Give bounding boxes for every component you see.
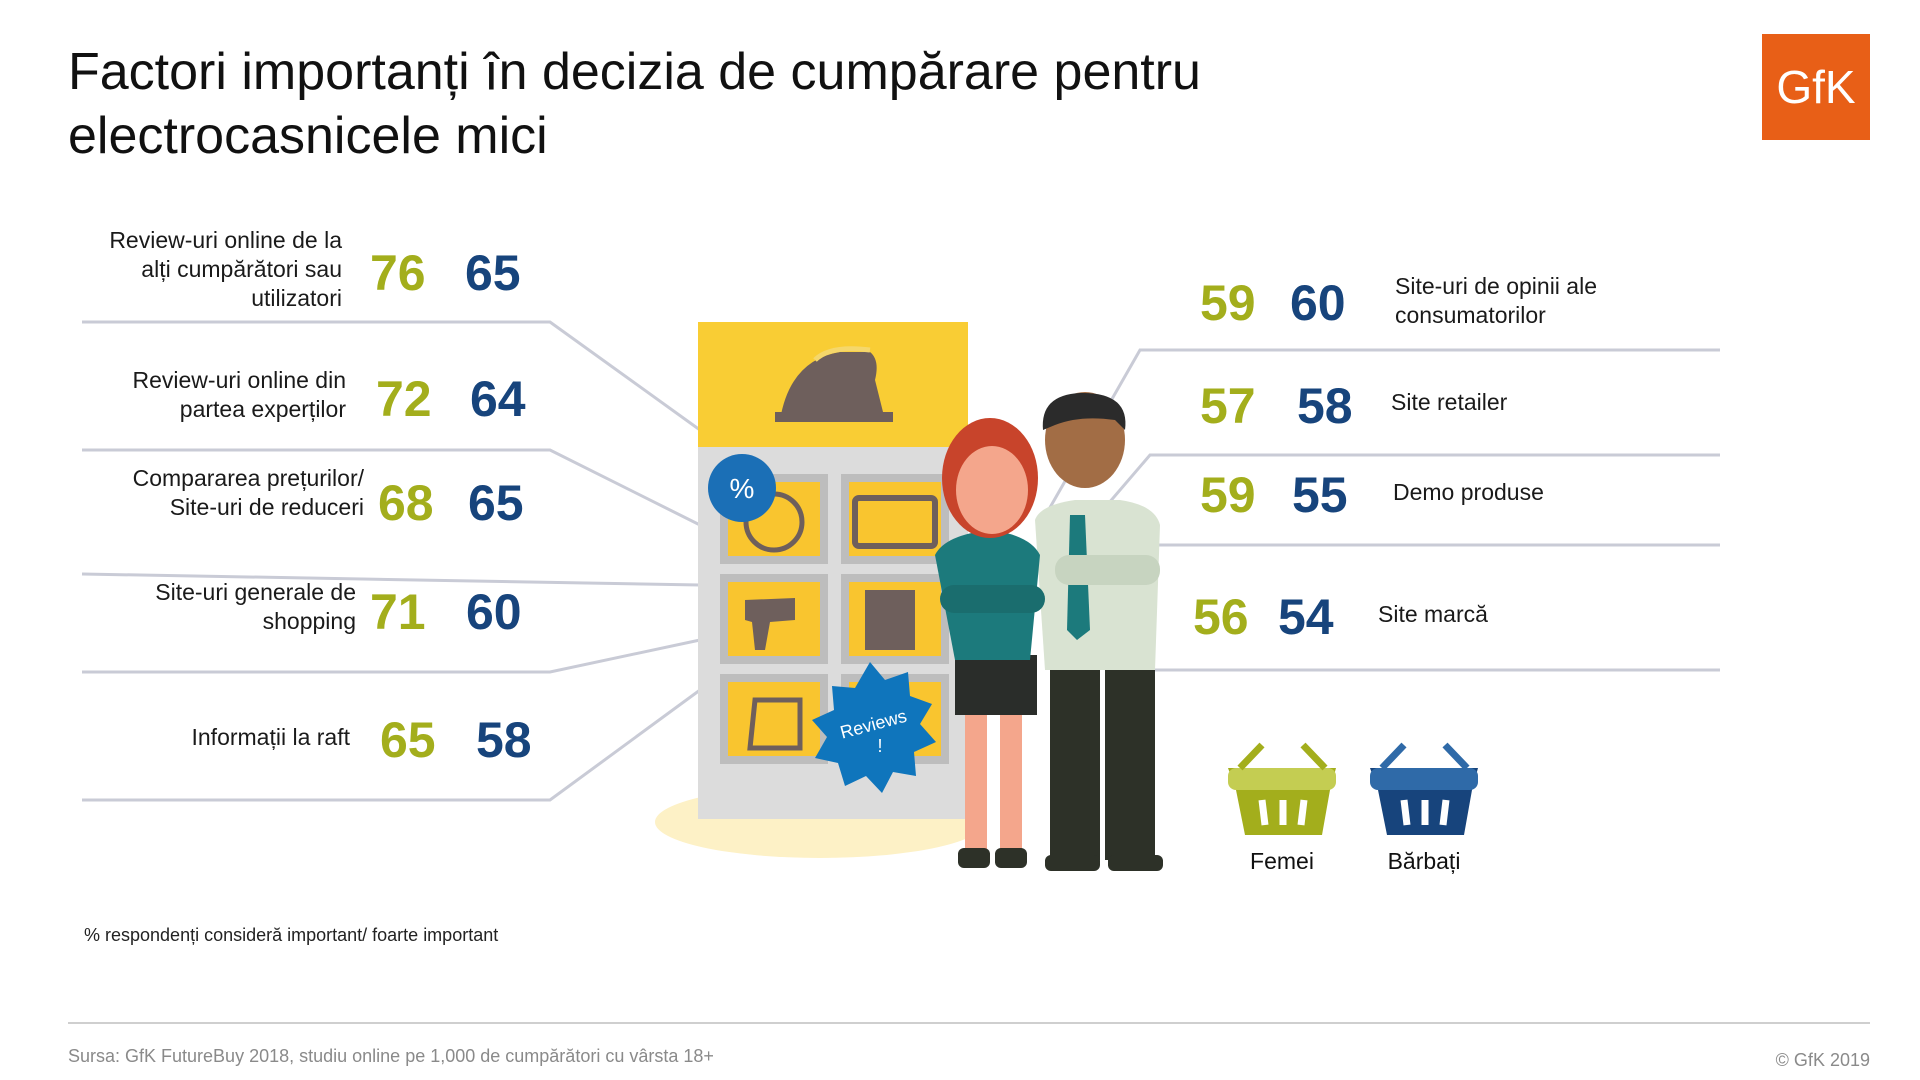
reviews-badge-mark: ! <box>877 736 882 756</box>
mixer-icon <box>747 697 803 751</box>
row-label: Site marcă <box>1378 600 1488 629</box>
women-value: 76 <box>370 245 426 301</box>
row-label: Review-uri online din partea experților <box>133 366 347 424</box>
row-label-line: Compararea prețurilor/ <box>132 465 364 491</box>
men-value: 58 <box>1297 378 1353 434</box>
page-title: Factori importanți în decizia de cumpăra… <box>68 43 1201 165</box>
row-label: Compararea prețurilor/Site-uri de reduce… <box>133 464 364 522</box>
copyright-text: © GfK 2019 <box>1775 1050 1870 1070</box>
connector-line <box>1038 348 1720 526</box>
row-label-line: Site-uri de opinii ale <box>1395 273 1598 299</box>
row-label-line: consumatorilor <box>1395 302 1546 328</box>
women-value: 72 <box>376 371 432 427</box>
row-label-line: Site-uri generale de <box>155 579 356 605</box>
appliance-icons <box>743 491 938 751</box>
women-value: 59 <box>1200 275 1256 331</box>
percent-badge-text: % <box>730 473 755 504</box>
chart-note: % respondenți consideră important/ foart… <box>84 925 499 945</box>
coffee-maker-icon <box>865 590 915 650</box>
row-label: Site retailer <box>1391 388 1507 417</box>
men-value: 65 <box>465 245 521 301</box>
shelf-unit: % Reviews ! <box>698 322 968 819</box>
percent-badge: % <box>708 454 776 522</box>
men-value: 55 <box>1292 467 1348 523</box>
connector-line <box>81 572 701 587</box>
connector-line <box>82 320 701 432</box>
iron-icon <box>775 346 893 422</box>
row-label: Informații la raft <box>192 723 351 752</box>
men-value: 64 <box>470 371 526 427</box>
man-figure <box>1035 392 1163 871</box>
row-label-line: Site-uri de reduceri <box>169 494 364 520</box>
row-label-line: Informații la raft <box>191 724 351 750</box>
row-label-line: utilizatori <box>251 285 342 311</box>
row-label-line: shopping <box>262 608 356 634</box>
row-label-line: Review-uri online din <box>132 367 347 393</box>
footer-divider <box>68 1022 1870 1024</box>
connector-line <box>82 638 701 674</box>
row-label-line: Review-uri online de la <box>109 227 342 253</box>
row-label-line: Site retailer <box>1391 389 1508 415</box>
women-value: 71 <box>370 584 426 640</box>
connector-line <box>82 448 701 527</box>
row-label-line: Site marcă <box>1378 601 1488 627</box>
men-value: 60 <box>1290 275 1346 331</box>
connector-line <box>82 688 701 802</box>
hairdryer-icon <box>745 598 795 650</box>
men-value: 65 <box>468 475 524 531</box>
men-value: 54 <box>1278 589 1334 645</box>
legend-men-label: Bărbați <box>1387 848 1461 874</box>
row-label: Review-uri online de la alți cumpărători … <box>109 226 342 313</box>
women-basket-icon <box>1228 742 1336 835</box>
women-value: 57 <box>1200 378 1256 434</box>
source-text: Sursa: GfK FutureBuy 2018, studiu online… <box>68 1046 714 1066</box>
woman-figure <box>935 418 1045 868</box>
legend-women-label: Femei <box>1250 848 1314 874</box>
row-label: Demo produse <box>1393 478 1544 507</box>
women-value: 65 <box>380 712 436 768</box>
men-value: 58 <box>476 712 532 768</box>
women-value: 59 <box>1200 467 1256 523</box>
row-label: Site-uri de opinii ale consumatorilor <box>1395 272 1597 330</box>
row-label: Site-uri generale de shopping <box>155 578 356 636</box>
women-value: 68 <box>378 475 434 531</box>
men-value: 60 <box>466 584 522 640</box>
row-label-line: partea experților <box>179 396 346 422</box>
reviews-badge: Reviews ! <box>812 662 936 793</box>
gfk-logo: GfK <box>1762 34 1870 140</box>
women-value: 56 <box>1193 589 1249 645</box>
row-label-line: alți cumpărători sau <box>141 256 342 282</box>
row-label-line: Demo produse <box>1393 479 1544 505</box>
men-basket-icon <box>1370 742 1478 835</box>
microwave-icon <box>852 495 938 549</box>
